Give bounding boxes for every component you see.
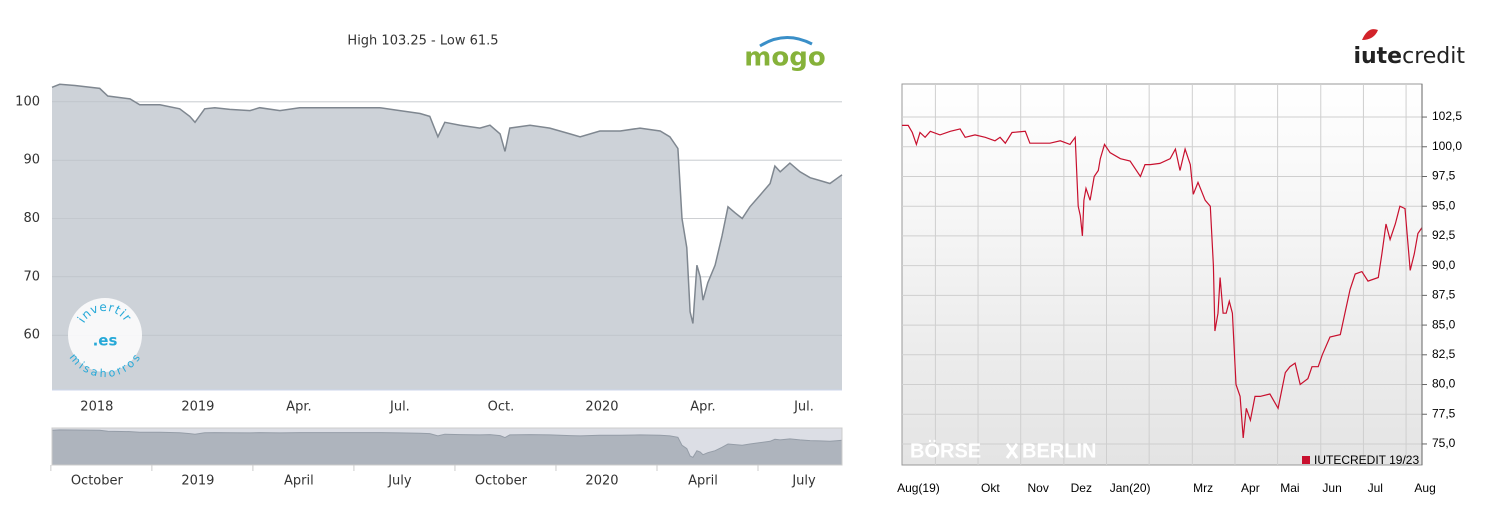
chart: 60 70 80 90 100 2018 2019 Apr. Jul. Oct. 2020 Apr. J… — [15, 83, 843, 489]
logo-part: credit — [1402, 44, 1465, 69]
navigator-tick-label: October — [475, 474, 528, 489]
y-tick-label: 87,5 — [1432, 288, 1456, 302]
watermark-text: BÖRSE — [910, 439, 981, 462]
x-tick-label: Jul. — [389, 400, 410, 415]
logo-mark — [1362, 29, 1378, 40]
x-tick-label: Oct. — [488, 400, 515, 415]
area-fill — [52, 84, 842, 391]
watermark-circle — [68, 298, 142, 372]
x-tick-label: Mai — [1280, 481, 1299, 495]
navigator-tick-label: July — [387, 474, 412, 489]
logo-part: iute — [1353, 44, 1402, 69]
y-tick-label: 90,0 — [1432, 258, 1456, 272]
x-tick-label: Mrz — [1193, 481, 1213, 495]
y-tick-label: 102,5 — [1432, 109, 1462, 123]
y-tick-label: 90 — [23, 153, 40, 168]
y-tick-label: 95,0 — [1432, 198, 1456, 212]
x-tick-label: 2018 — [80, 400, 113, 415]
logo: iutecredit — [1353, 44, 1465, 69]
y-tick-label: 70 — [23, 269, 40, 284]
navigator-tick-label: April — [284, 474, 314, 489]
navigator-tick-label: 2019 — [181, 474, 214, 489]
logo-swoosh — [759, 36, 813, 48]
navigator-mask — [51, 427, 843, 466]
x-tick-label: Apr. — [690, 400, 715, 415]
x-tick-label: Apr. — [286, 400, 311, 415]
navigator-tick-label: July — [791, 474, 816, 489]
y-tick-label: 100,0 — [1432, 139, 1462, 153]
x-tick-label: Aug(19) — [897, 481, 940, 495]
x-tick-label: Jul — [1368, 481, 1383, 495]
logo: mogo — [744, 43, 825, 73]
x-tick-label: Jun — [1322, 481, 1341, 495]
x-tick-label: Apr — [1241, 481, 1260, 495]
legend-swatch — [1302, 456, 1310, 464]
watermark-mark — [1005, 443, 1019, 459]
y-tick-label: 80,0 — [1432, 377, 1456, 391]
x-tick-label: Okt — [981, 481, 1000, 495]
series-line — [51, 83, 843, 324]
x-tick-label: Aug — [1414, 481, 1435, 495]
navigator-line — [51, 429, 843, 459]
x-tick-label: Jul. — [793, 400, 814, 415]
navigator-tick-label: 2020 — [585, 474, 618, 489]
chart: 75,0 77,5 80,0 82,5 85,0 87,5 90,0 92,5 95,0 97,5… — [897, 84, 1462, 495]
x-tick-label: 2020 — [585, 400, 618, 415]
watermark-text: BERLIN — [1022, 440, 1096, 462]
y-tick-label: 97,5 — [1432, 169, 1456, 183]
x-tick-label: Dez — [1071, 481, 1092, 495]
navigator-area — [52, 429, 842, 465]
navigator-tick-label: October — [71, 474, 124, 489]
y-tick-label: 82,5 — [1432, 347, 1456, 361]
y-tick-label: 60 — [23, 328, 40, 343]
navigator-tick-label: April — [688, 474, 718, 489]
y-tick-label: 92,5 — [1432, 228, 1456, 242]
chart-title: High 103.25 - Low 61.5 — [347, 34, 498, 49]
y-tick-label: 85,0 — [1432, 317, 1456, 331]
series-line — [902, 124, 1423, 439]
x-tick-label: Jan(20) — [1110, 481, 1151, 495]
plot-background — [901, 83, 1423, 466]
legend-label: IUTECREDIT 19/23 — [1314, 453, 1419, 467]
y-tick-label: 80 — [23, 211, 40, 226]
y-tick-label: 77,5 — [1432, 406, 1456, 420]
x-tick-label: 2019 — [181, 400, 214, 415]
y-tick-label: 100 — [15, 94, 40, 109]
watermark-text: .es — [93, 332, 118, 350]
x-tick-label: Nov — [1027, 481, 1048, 495]
y-tick-label: 75,0 — [1432, 436, 1456, 450]
